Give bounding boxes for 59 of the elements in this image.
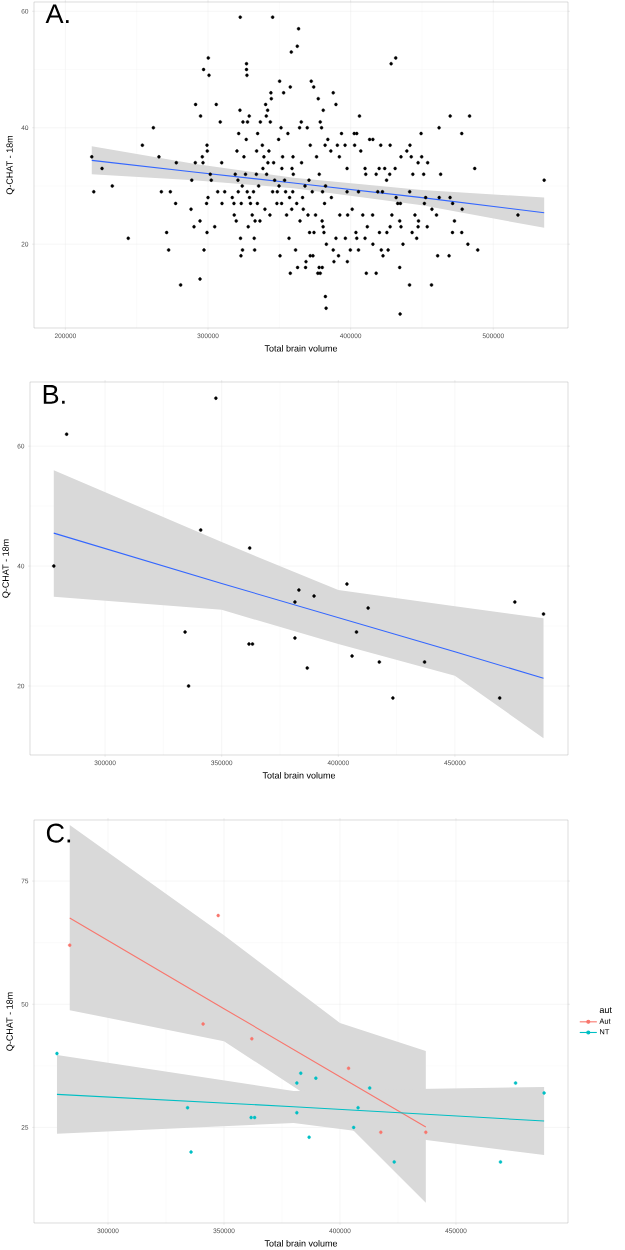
x-axis-title: Total brain volume <box>264 344 338 352</box>
point <box>513 1081 518 1085</box>
point <box>295 1110 299 1115</box>
point <box>299 1071 303 1075</box>
point <box>377 660 382 664</box>
point <box>542 1091 546 1095</box>
y-axis-title: Q-CHAT - 18m <box>6 135 15 195</box>
point <box>379 1130 383 1135</box>
point <box>422 660 427 664</box>
point <box>247 642 251 646</box>
point <box>305 666 309 670</box>
point <box>249 1115 253 1120</box>
point <box>366 606 370 610</box>
point <box>392 1160 396 1164</box>
point <box>293 600 297 604</box>
point <box>185 1106 190 1110</box>
point <box>424 1130 428 1135</box>
point <box>64 432 69 436</box>
point <box>356 1106 360 1110</box>
point <box>297 588 301 592</box>
chart-title: A. <box>45 4 69 23</box>
point <box>498 1160 503 1164</box>
point <box>214 396 218 400</box>
point <box>186 684 191 688</box>
point <box>312 594 316 598</box>
point <box>216 913 220 918</box>
point <box>295 1081 299 1085</box>
point <box>189 1150 193 1154</box>
point <box>314 1076 318 1080</box>
point <box>68 943 72 947</box>
point <box>201 1022 205 1026</box>
chart-title: C. <box>46 823 71 843</box>
point <box>354 630 359 634</box>
point <box>367 1086 372 1090</box>
point <box>541 612 546 616</box>
point <box>250 642 255 646</box>
point <box>391 696 395 700</box>
point <box>199 528 203 532</box>
point <box>350 654 354 658</box>
x-axis-title: Total brain volume <box>262 771 336 779</box>
y-axis-title: Q-CHAT - 18m <box>6 992 15 1051</box>
point <box>351 1125 356 1130</box>
point <box>513 600 517 604</box>
x-axis-title: Total brain volume <box>264 1239 338 1247</box>
line-series <box>69 917 427 1128</box>
point <box>345 582 349 586</box>
point <box>346 1066 351 1070</box>
point <box>307 1135 311 1139</box>
point <box>293 636 297 640</box>
point <box>247 546 252 550</box>
chart-title: B. <box>43 385 65 404</box>
legend-title: aut <box>599 1007 612 1014</box>
point <box>252 1115 257 1120</box>
point <box>55 1051 59 1056</box>
point <box>497 696 502 700</box>
point <box>250 1037 254 1041</box>
point <box>183 630 187 634</box>
y-axis-title: Q-CHAT - 18m <box>2 539 11 598</box>
point <box>52 564 56 568</box>
